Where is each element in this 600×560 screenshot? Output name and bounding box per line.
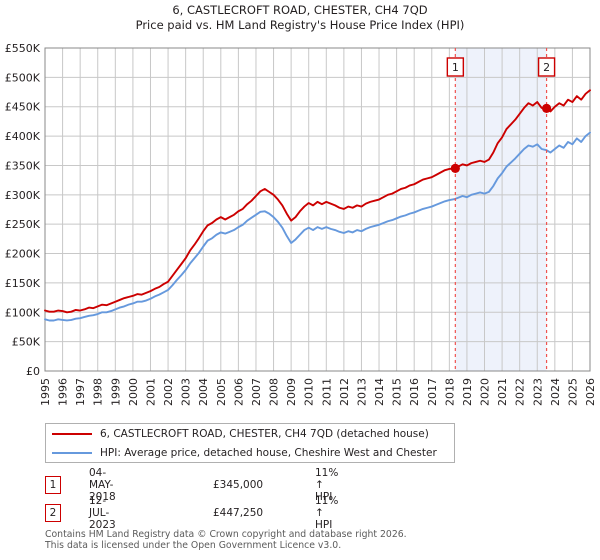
x-axis-tick-label: 2021 — [496, 378, 509, 406]
sale-marker-badge-2: 2 — [45, 504, 61, 522]
x-axis-tick-label: 2012 — [338, 378, 351, 406]
x-axis-tick-label: 2003 — [180, 378, 193, 406]
y-axis-tick-label: £400K — [5, 130, 41, 143]
x-axis-tick-label: 2013 — [355, 378, 368, 406]
legend-label-price-paid: 6, CASTLECROFT ROAD, CHESTER, CH4 7QD (d… — [100, 427, 429, 440]
y-axis-tick-label: £150K — [5, 277, 41, 290]
x-axis-tick-label: 2020 — [479, 378, 492, 406]
x-axis-tick-label: 1998 — [92, 378, 105, 406]
y-axis-tick-label: £300K — [5, 189, 41, 202]
footer-line-2: This data is licensed under the Open Gov… — [45, 540, 342, 551]
sale-date-2: 12-JUL-2023 — [89, 495, 116, 531]
x-axis-tick-label: 2001 — [144, 378, 157, 406]
x-axis-tick-label: 2015 — [391, 378, 404, 406]
x-axis-tick-label: 1996 — [57, 378, 70, 406]
sale-hpi-delta-1: 11% ↑ HPI — [315, 467, 339, 503]
x-axis-tick-label: 2010 — [303, 378, 316, 406]
x-axis-tick-label: 2005 — [215, 378, 228, 406]
chart-title: 6, CASTLECROFT ROAD, CHESTER, CH4 7QD Pr… — [0, 3, 600, 33]
x-axis-tick-label: 2018 — [443, 378, 456, 406]
x-axis-tick-label: 2025 — [566, 378, 579, 406]
footer-line-1: Contains HM Land Registry data © Crown c… — [45, 529, 407, 540]
y-axis-tick-label: £200K — [5, 248, 41, 261]
sale-marker-badge-1: 1 — [45, 476, 61, 494]
attribution-footer: Contains HM Land Registry data © Crown c… — [45, 529, 585, 551]
x-axis-tick-label: 2023 — [531, 378, 544, 406]
chart-legend: 6, CASTLECROFT ROAD, CHESTER, CH4 7QD (d… — [45, 423, 455, 463]
y-axis-tick-label: £0 — [26, 365, 40, 378]
plot-marker-label: 1 — [452, 61, 459, 74]
y-axis-tick-label: £350K — [5, 159, 41, 172]
sale-row-2: 2 12-JUL-2023 £447,250 11% ↑ HPI — [45, 495, 338, 531]
price-chart-plot: £0 £50K £100K £150K £200K £250K £300K £350K £400… — [5, 42, 597, 406]
legend-swatch-hpi — [52, 451, 92, 454]
legend-swatch-price-paid — [52, 432, 92, 435]
sale-date-1: 04-MAY-2018 — [89, 467, 116, 503]
x-axis-tick-label: 2007 — [250, 378, 263, 406]
sale-price-1: £345,000 — [213, 479, 264, 491]
x-axis-tick-label: 2006 — [232, 378, 245, 406]
x-axis-tick-label: 2022 — [514, 378, 527, 406]
y-axis-tick-label: £250K — [5, 218, 41, 231]
sale-price-2: £447,250 — [213, 507, 264, 519]
title-line-1: 6, CASTLECROFT ROAD, CHESTER, CH4 7QD — [172, 3, 428, 17]
x-axis-tick-label: 2000 — [127, 378, 140, 406]
x-axis-tick-label: 2011 — [320, 378, 333, 406]
title-line-2: Price paid vs. HM Land Registry's House … — [135, 18, 465, 32]
x-axis-tick-label: 2002 — [162, 378, 175, 406]
x-axis-tick-label: 2009 — [285, 378, 298, 406]
legend-label-hpi: HPI: Average price, detached house, Ches… — [100, 446, 437, 459]
x-axis-tick-label: 2019 — [461, 378, 474, 406]
y-axis-tick-label: £50K — [12, 336, 41, 349]
x-axis-tick-label: 1995 — [39, 378, 52, 406]
sale-row-1: 1 04-MAY-2018 £345,000 11% ↑ HPI — [45, 467, 338, 503]
plot-marker-label: 2 — [543, 61, 550, 74]
x-axis-tick-label: 2026 — [584, 378, 597, 406]
y-axis-tick-label: £450K — [5, 101, 41, 114]
y-axis-tick-label: £500K — [5, 71, 41, 84]
x-axis-tick-label: 2017 — [426, 378, 439, 406]
x-axis-tick-label: 1999 — [109, 378, 122, 406]
x-axis-tick-label: 2004 — [197, 378, 210, 406]
x-axis-tick-label: 2024 — [549, 378, 562, 406]
x-axis-tick-label: 1997 — [74, 378, 87, 406]
legend-item-hpi: HPI: Average price, detached house, Ches… — [46, 443, 454, 462]
sale-hpi-delta-2: 11% ↑ HPI — [315, 495, 339, 531]
x-axis-tick-label: 2014 — [373, 378, 386, 406]
y-axis-tick-label: £550K — [5, 42, 41, 55]
x-axis-tick-label: 2008 — [268, 378, 281, 406]
legend-item-price-paid: 6, CASTLECROFT ROAD, CHESTER, CH4 7QD (d… — [46, 424, 454, 443]
x-axis-tick-label: 2016 — [408, 378, 421, 406]
y-axis-tick-label: £100K — [5, 306, 41, 319]
